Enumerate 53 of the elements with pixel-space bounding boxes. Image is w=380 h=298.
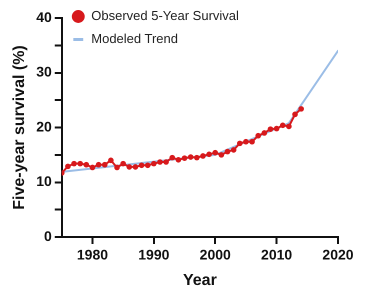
point bbox=[108, 158, 114, 164]
legend-label: Observed 5-Year Survival bbox=[91, 8, 240, 24]
point bbox=[262, 130, 268, 136]
point bbox=[292, 112, 298, 118]
point bbox=[268, 126, 274, 132]
point bbox=[163, 159, 169, 165]
point bbox=[144, 162, 151, 168]
y-tick-label: 0 bbox=[44, 228, 52, 244]
point bbox=[286, 124, 292, 130]
y-tick-label: 40 bbox=[36, 8, 52, 25]
point bbox=[194, 154, 200, 160]
point bbox=[298, 106, 304, 112]
point bbox=[138, 162, 144, 168]
x-tick-label: 2010 bbox=[261, 246, 292, 262]
point bbox=[169, 154, 176, 160]
point bbox=[84, 162, 90, 168]
point bbox=[243, 138, 249, 145]
y-tick-label: 10 bbox=[36, 173, 52, 190]
point bbox=[218, 152, 224, 158]
point bbox=[65, 164, 71, 170]
point bbox=[188, 154, 194, 160]
point bbox=[280, 122, 286, 128]
point bbox=[102, 162, 108, 168]
y-axis-title: Five-year survival (%) bbox=[11, 45, 28, 210]
point bbox=[151, 160, 157, 166]
point bbox=[132, 164, 138, 170]
point bbox=[157, 159, 163, 165]
x-tick-label: 1990 bbox=[138, 246, 170, 262]
point bbox=[114, 164, 120, 170]
point bbox=[126, 164, 132, 170]
point bbox=[71, 160, 77, 166]
point bbox=[274, 126, 280, 132]
legend-label: Modeled Trend bbox=[91, 31, 178, 46]
x-tick-label: 1980 bbox=[76, 246, 108, 262]
point bbox=[176, 157, 182, 163]
point bbox=[77, 160, 83, 166]
x-axis-title: Year bbox=[182, 272, 217, 289]
point bbox=[249, 138, 255, 145]
point bbox=[224, 148, 230, 154]
x-tick-label: 2000 bbox=[200, 246, 232, 262]
point bbox=[212, 150, 218, 156]
x-tick-label: 2020 bbox=[322, 246, 354, 262]
point bbox=[182, 155, 188, 161]
point bbox=[206, 152, 212, 158]
point bbox=[236, 140, 243, 146]
point bbox=[120, 160, 126, 166]
point bbox=[200, 153, 206, 159]
point bbox=[255, 132, 261, 139]
y-tick-label: 20 bbox=[36, 118, 52, 134]
point bbox=[90, 164, 96, 170]
point bbox=[96, 162, 102, 168]
y-tick-label: 30 bbox=[36, 64, 52, 80]
point bbox=[230, 147, 236, 153]
